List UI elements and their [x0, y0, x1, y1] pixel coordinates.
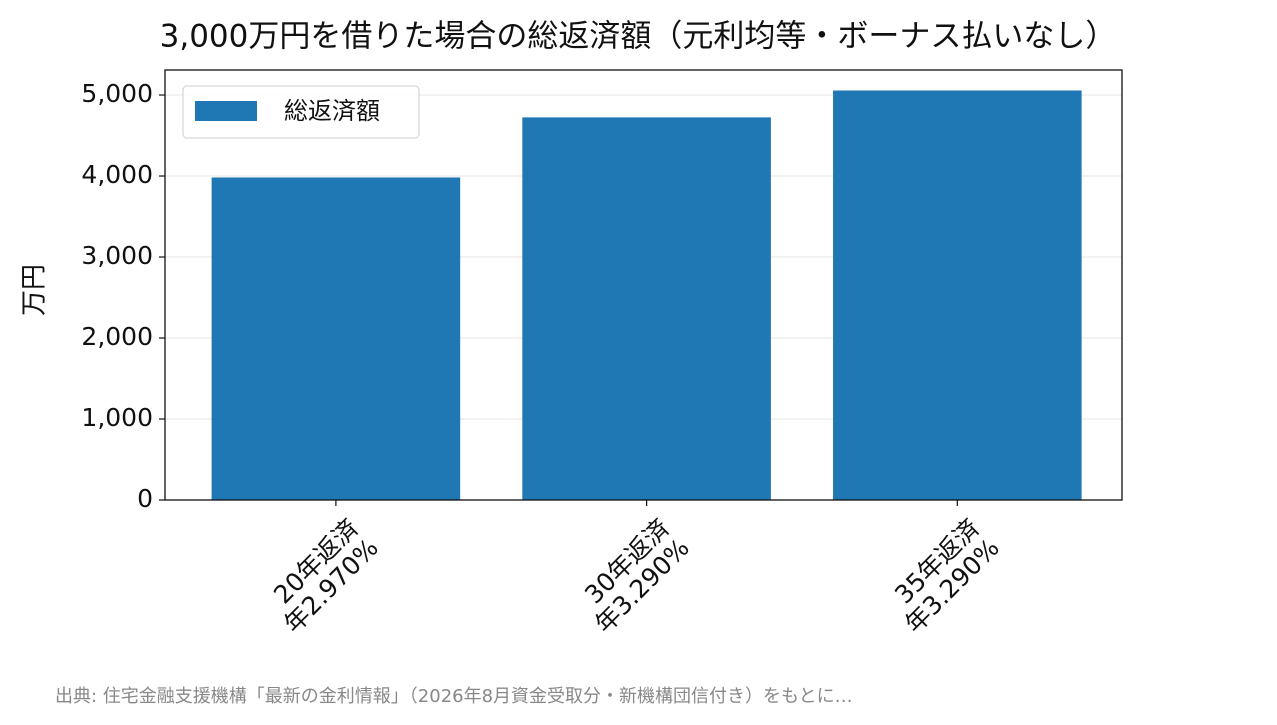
legend-box	[182, 85, 420, 139]
y-axis-label: 万円	[20, 264, 50, 316]
legend-label: 総返済額	[284, 97, 380, 125]
chart-title: 3,000万円を借りた場合の総返済額（元利均等・ボーナス払いなし）	[160, 19, 1117, 55]
legend: 総返済額	[182, 85, 420, 139]
y-tick-label: 1,000	[81, 403, 153, 432]
bar	[522, 117, 771, 500]
y-tick-label: 3,000	[81, 241, 153, 270]
y-tick-label: 5,000	[81, 79, 153, 108]
bar	[211, 177, 461, 501]
plot-frame	[164, 69, 1123, 501]
source-note: 出典: 住宅金融支援機構「最新の金利情報」（2026年8月資金受取分・新機構団信…	[55, 686, 853, 707]
y-tick-label: 2,000	[81, 322, 153, 351]
legend-swatch	[195, 101, 257, 121]
y-tick-label: 0	[137, 484, 153, 513]
bar	[833, 90, 1082, 501]
y-tick-label: 4,000	[81, 160, 153, 189]
